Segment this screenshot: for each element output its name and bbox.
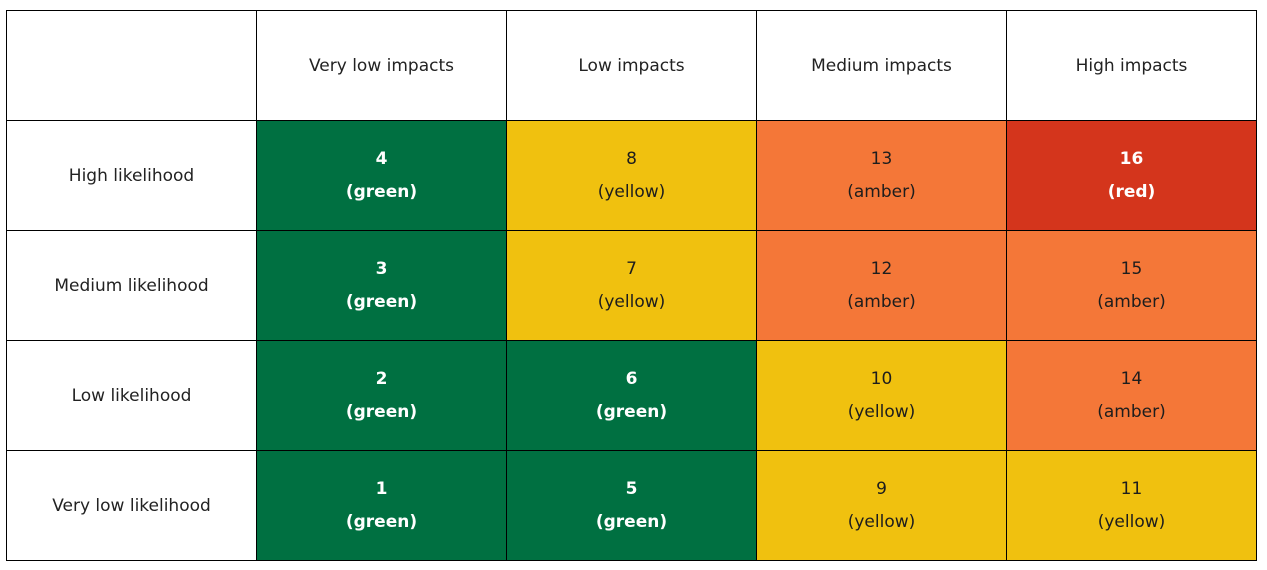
risk-rating: (green) [345,401,418,422]
risk-matrix-table: Very low impacts Low impacts Medium impa… [6,10,1257,561]
risk-rating: (green) [595,511,668,532]
risk-rating: (yellow) [597,181,666,202]
row-header-low-likelihood: Low likelihood [6,340,257,451]
risk-cell: 4 (green) [256,120,507,231]
risk-score: 7 [626,258,637,279]
risk-rating: (green) [345,181,418,202]
risk-score: 5 [625,478,638,499]
risk-rating: (yellow) [597,291,666,312]
risk-cell: 11 (yellow) [1006,450,1257,561]
risk-rating: (yellow) [847,511,916,532]
risk-score: 1 [375,478,388,499]
risk-cell: 10 (yellow) [756,340,1007,451]
row-header-medium-likelihood: Medium likelihood [6,230,257,341]
risk-rating: (amber) [1097,401,1166,422]
risk-cell: 5 (green) [506,450,757,561]
risk-score: 13 [870,148,893,169]
risk-score: 11 [1120,478,1143,499]
risk-score: 4 [375,148,388,169]
risk-cell: 9 (yellow) [756,450,1007,561]
risk-score: 15 [1120,258,1143,279]
risk-cell: 6 (green) [506,340,757,451]
risk-rating: (red) [1107,181,1156,202]
risk-rating: (yellow) [847,401,916,422]
risk-score: 6 [625,368,638,389]
risk-rating: (amber) [1097,291,1166,312]
column-header-high-impacts: High impacts [1006,10,1257,121]
risk-score: 3 [375,258,388,279]
risk-rating: (yellow) [1097,511,1166,532]
risk-score: 14 [1120,368,1143,389]
risk-score: 10 [870,368,893,389]
risk-cell: 7 (yellow) [506,230,757,341]
risk-rating: (amber) [847,291,916,312]
row-high-likelihood: High likelihood 4 (green) 8 (yellow) 13 … [6,120,1257,231]
risk-cell: 14 (amber) [1006,340,1257,451]
risk-score: 2 [375,368,388,389]
risk-cell: 3 (green) [256,230,507,341]
risk-rating: (green) [345,511,418,532]
row-very-low-likelihood: Very low likelihood 1 (green) 5 (green) … [6,450,1257,561]
risk-rating: (green) [595,401,668,422]
row-header-very-low-likelihood: Very low likelihood [6,450,257,561]
risk-cell: 16 (red) [1006,120,1257,231]
impact-header-row: Very low impacts Low impacts Medium impa… [6,10,1257,121]
column-header-low-impacts: Low impacts [506,10,757,121]
corner-cell [6,10,257,121]
risk-rating: (amber) [847,181,916,202]
column-header-medium-impacts: Medium impacts [756,10,1007,121]
risk-score: 16 [1119,148,1144,169]
risk-score: 8 [626,148,637,169]
row-medium-likelihood: Medium likelihood 3 (green) 7 (yellow) 1… [6,230,1257,341]
row-low-likelihood: Low likelihood 2 (green) 6 (green) 10 (y… [6,340,1257,451]
risk-cell: 1 (green) [256,450,507,561]
risk-cell: 15 (amber) [1006,230,1257,341]
risk-score: 12 [870,258,893,279]
risk-score: 9 [876,478,887,499]
risk-rating: (green) [345,291,418,312]
risk-cell: 8 (yellow) [506,120,757,231]
column-header-very-low-impacts: Very low impacts [256,10,507,121]
row-header-high-likelihood: High likelihood [6,120,257,231]
risk-cell: 12 (amber) [756,230,1007,341]
risk-cell: 13 (amber) [756,120,1007,231]
risk-cell: 2 (green) [256,340,507,451]
